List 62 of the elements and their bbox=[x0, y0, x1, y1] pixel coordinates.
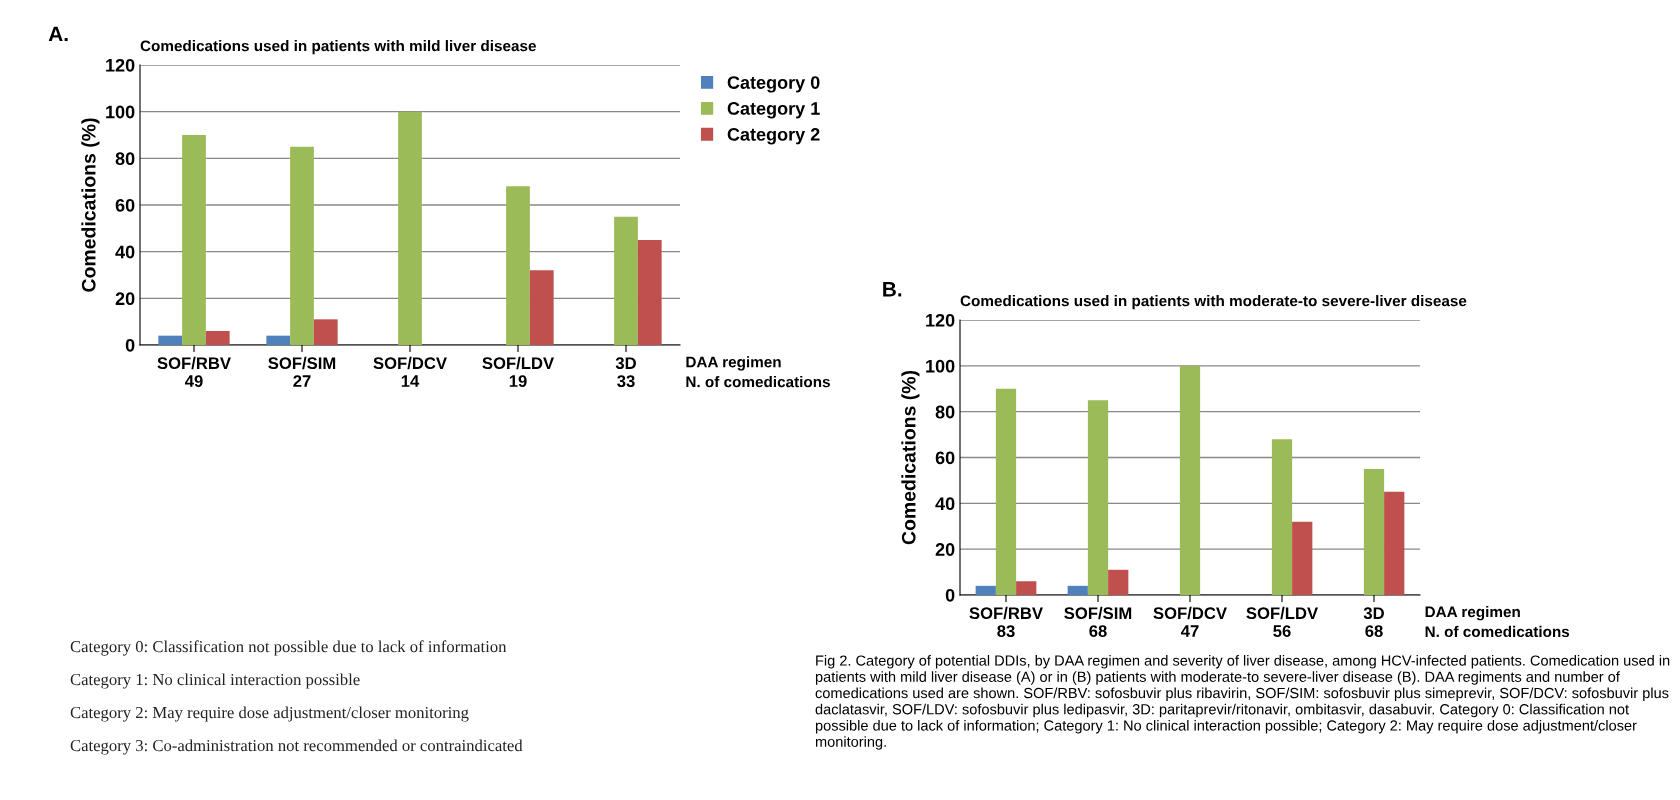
x-tick-label: SOF/SIM 68 bbox=[1064, 606, 1132, 637]
bar bbox=[506, 186, 530, 345]
bar bbox=[205, 331, 230, 345]
bar bbox=[398, 111, 422, 345]
x-tick-label: SOF/RBV 49 bbox=[157, 356, 231, 387]
bar bbox=[1384, 491, 1405, 595]
bar bbox=[1087, 400, 1109, 595]
text: Category 2: May require dose adjustment/closer monitoring bbox=[70, 706, 469, 722]
text: Category 3: Co-administration not recommended or contraindicated bbox=[70, 739, 523, 755]
bar bbox=[1108, 569, 1129, 595]
y-tick-label: 0 bbox=[125, 338, 135, 352]
bar bbox=[995, 388, 1017, 595]
y-tick-label: 80 bbox=[935, 405, 955, 419]
y-tick-label: 80 bbox=[115, 152, 135, 166]
bar bbox=[1292, 521, 1313, 595]
bar bbox=[1271, 439, 1293, 595]
bar bbox=[975, 585, 996, 595]
bar bbox=[614, 216, 638, 345]
x-tick-label: 3D 68 bbox=[1363, 607, 1384, 637]
x-tick-label: SOF/LDV 19 bbox=[482, 356, 554, 387]
x-axis-title: DAA regimen N. of comedications bbox=[1425, 606, 1570, 638]
y-tick-label: 20 bbox=[115, 292, 135, 306]
y-tick-label: 100 bbox=[106, 105, 135, 119]
y-tick-label: 60 bbox=[935, 451, 955, 465]
caption: Fig 2. Category of potential DDIs, by DAA regimen and severity of liver disease, among HCV-infected patients. Comedication used in patients with mild liver disease (A) or in (B) patients with moderate-to severe-liver disease (B). DAA regiments and number of comedications used are shown. SOF/RBV: sofosbuvir plus ribavirin, SOF/SIM: sofosbuvir plus simeprevir, SOF/DCV: sofosbuvir plus daclatasvir, SOF/LDV: sofosbuvir plus ledipasvir, 3D: paritaprevir/ritonavir, ombitasvir, dasabuvir. Category 0: Classification not possible due to lack of information; Category 1: No clinical interaction possible; Category 2: May require dose adjustment/closer monitoring. bbox=[815, 655, 1670, 750]
x-tick-label: SOF/SIM 27 bbox=[268, 356, 336, 387]
x-tick-label: SOF/LDV 56 bbox=[1246, 606, 1318, 637]
y-tick-label: 120 bbox=[926, 313, 955, 327]
bar bbox=[182, 135, 206, 345]
text: A. bbox=[48, 26, 68, 42]
text: Category 1: No clinical interaction possible bbox=[70, 673, 360, 689]
bar bbox=[637, 240, 662, 345]
x-tick-label: SOF/DCV 47 bbox=[1153, 606, 1227, 637]
chart-title: Comedications used in patients with moderate-to severe-liver disease bbox=[960, 295, 1467, 310]
legend-label: Category 2 bbox=[727, 128, 820, 145]
bar bbox=[158, 335, 183, 345]
bar bbox=[1067, 585, 1088, 595]
bar bbox=[266, 335, 291, 345]
bar bbox=[313, 319, 338, 345]
y-axis-title: Comedications (%) bbox=[901, 370, 920, 545]
bar bbox=[1363, 468, 1385, 595]
text: B. bbox=[883, 282, 902, 297]
y-tick-label: 100 bbox=[926, 359, 955, 373]
legend-label: Category 0 bbox=[727, 76, 820, 93]
x-tick-label: SOF/RBV 83 bbox=[969, 606, 1043, 638]
bar bbox=[529, 270, 554, 345]
y-tick-label: 40 bbox=[115, 245, 135, 259]
bar bbox=[1016, 581, 1037, 595]
chart-title: Comedications used in patients with mild liver disease bbox=[140, 40, 536, 55]
bar bbox=[290, 146, 314, 345]
y-axis-title: Comedications (%) bbox=[81, 118, 100, 292]
y-tick-label: 40 bbox=[935, 497, 955, 511]
text: Category 0: Classification not possible due to lack of information bbox=[70, 640, 507, 656]
y-tick-label: 20 bbox=[935, 543, 955, 556]
x-tick-label: 3D 33 bbox=[615, 357, 636, 388]
x-tick-label: SOF/DCV 14 bbox=[373, 356, 447, 387]
y-tick-label: 0 bbox=[945, 588, 955, 602]
bar bbox=[1179, 365, 1201, 595]
y-tick-label: 120 bbox=[106, 58, 135, 72]
y-tick-label: 60 bbox=[115, 198, 135, 212]
x-axis-title: DAA regimen N. of comedications bbox=[686, 356, 830, 388]
legend-label: Category 1 bbox=[727, 102, 820, 119]
